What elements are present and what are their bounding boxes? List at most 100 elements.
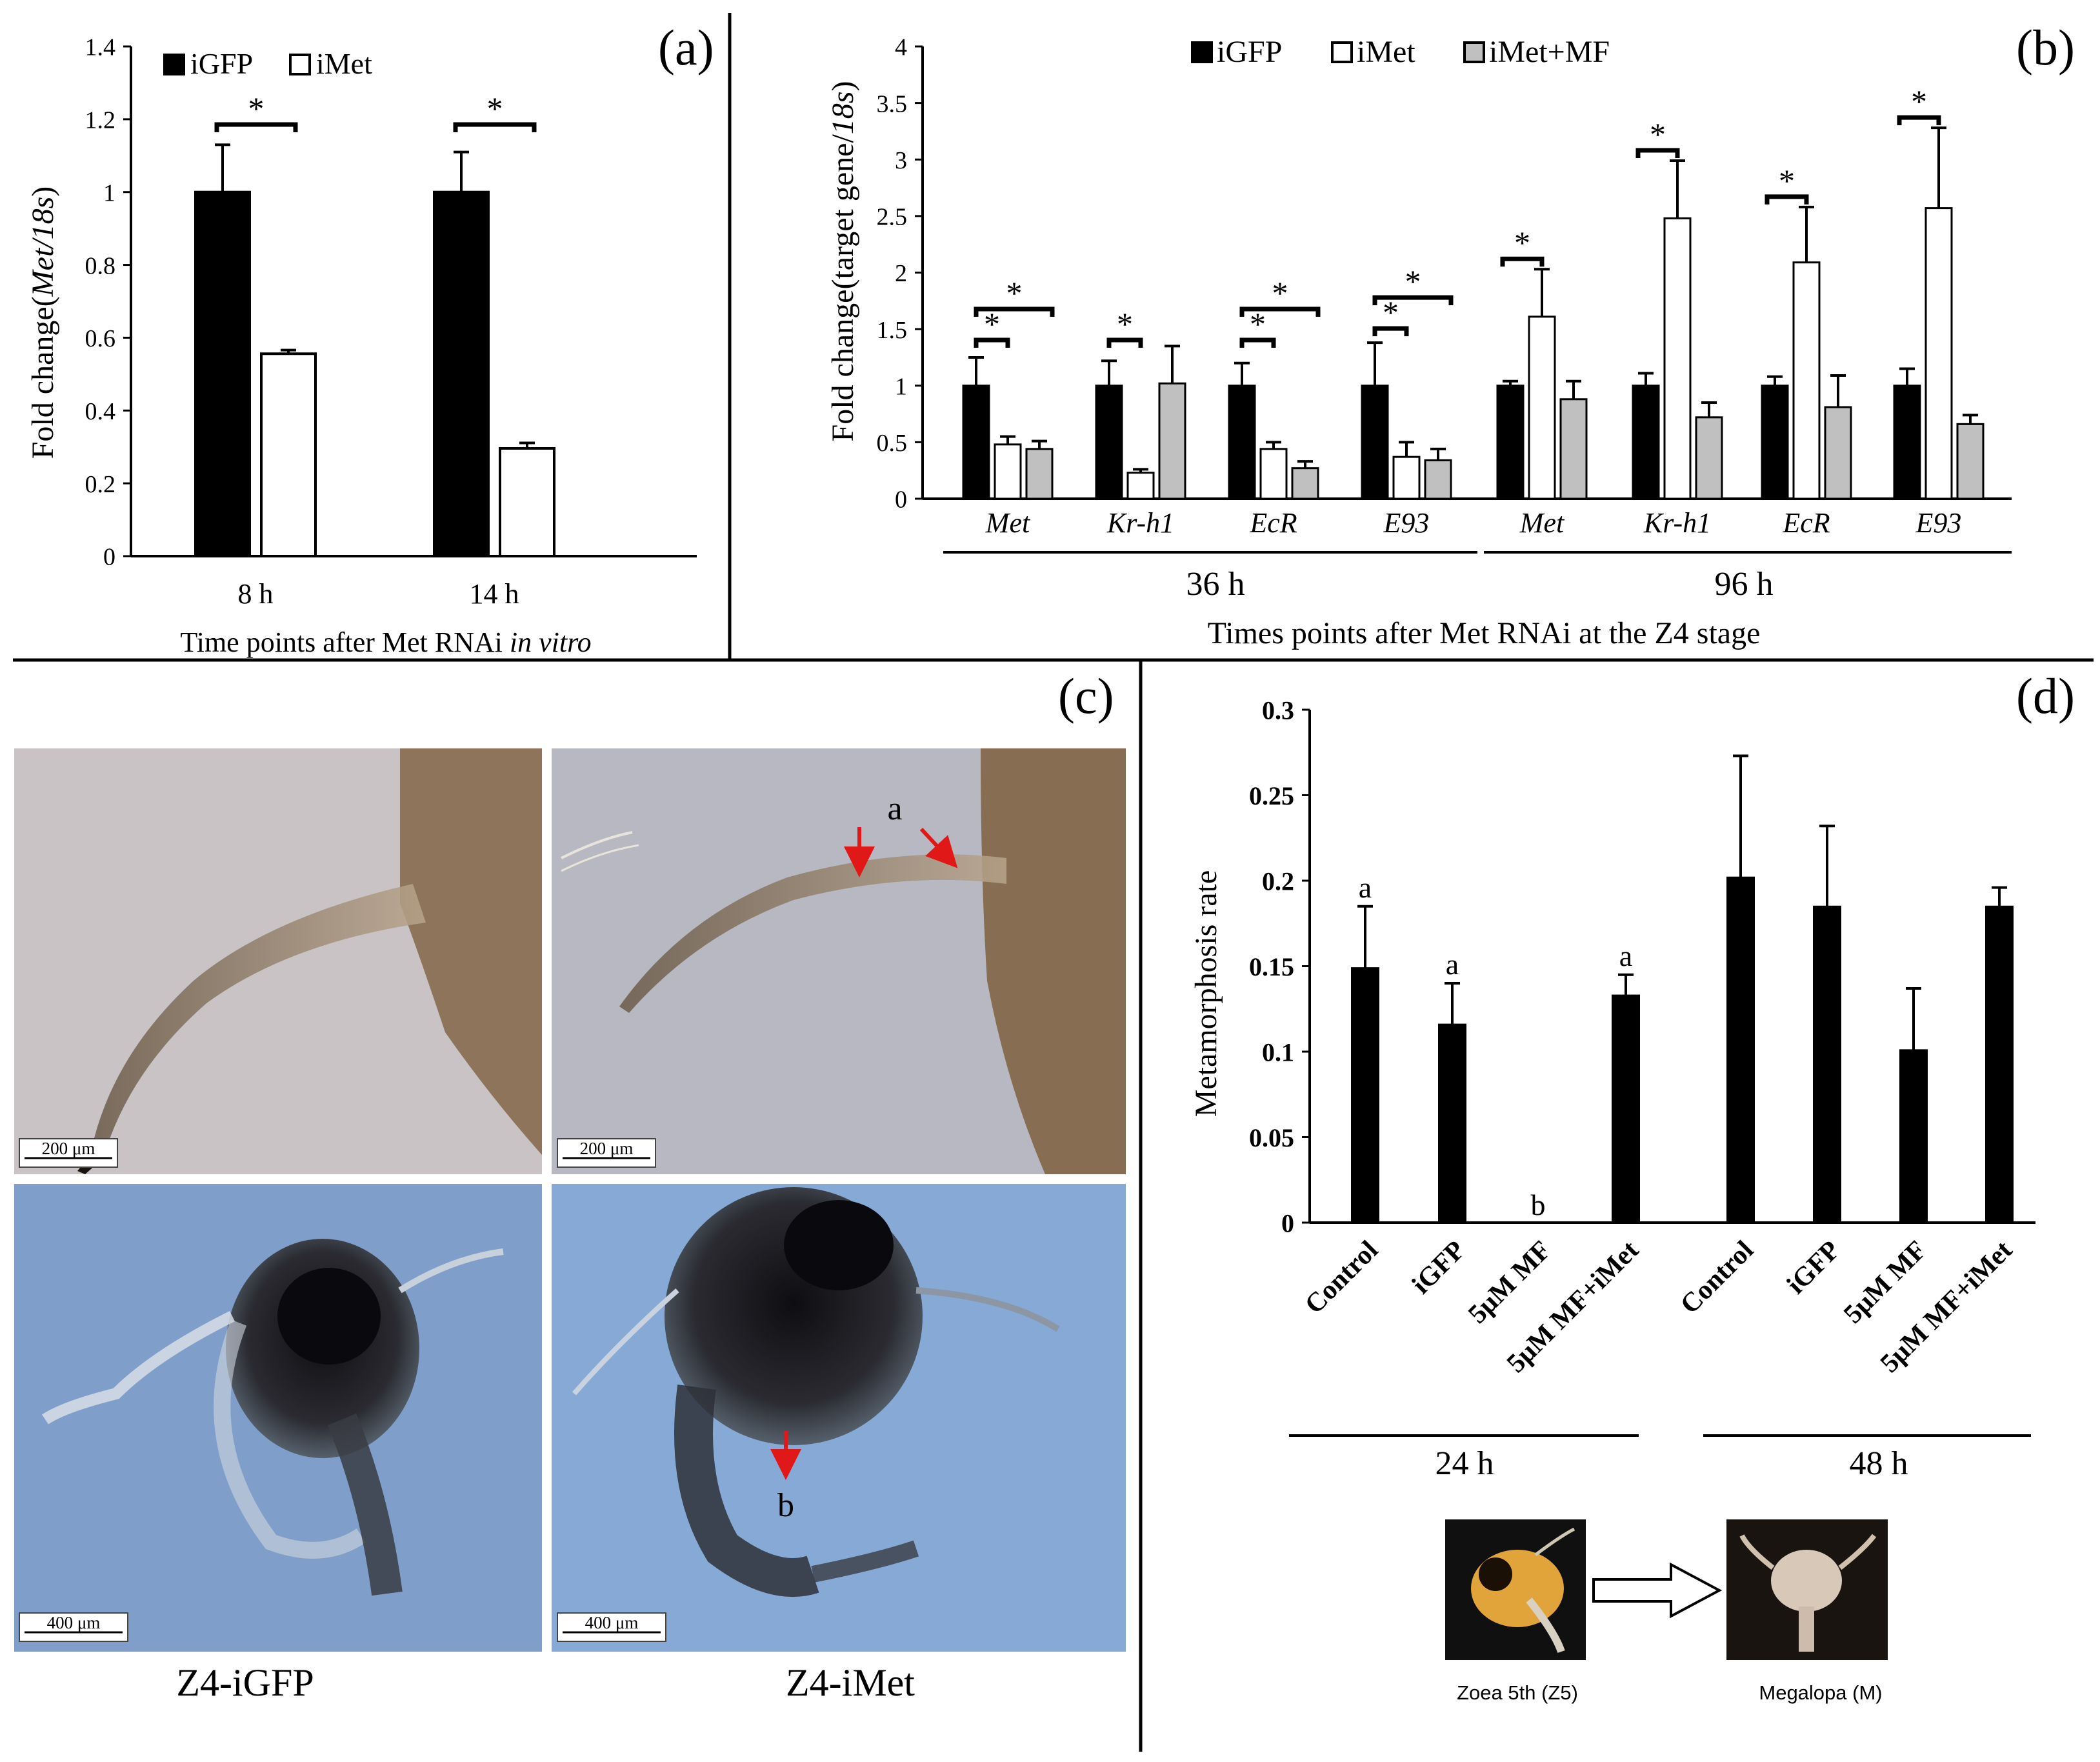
bar-imet-mf-6 bbox=[1824, 406, 1852, 500]
sig-3-imet-bracket bbox=[1372, 326, 1409, 337]
panel-b-group-96h: 96 h bbox=[1715, 566, 1774, 603]
scale-bar-label-3: 400 μm bbox=[47, 1613, 101, 1632]
panel-a-ylabel-prefix: Fold change( bbox=[26, 296, 60, 459]
bar-1 bbox=[1438, 1023, 1466, 1223]
bar-imet-14h bbox=[499, 446, 555, 557]
arrow-right-icon bbox=[1592, 1562, 1723, 1619]
sig-0-imetmf-bracket bbox=[974, 306, 1055, 317]
legend-swatch-imet bbox=[289, 54, 311, 75]
xtick-label-e93-3: E93 bbox=[1383, 507, 1430, 539]
panel-b-tag: (b) bbox=[2016, 19, 2075, 75]
bar-igfp-7 bbox=[1893, 385, 1921, 500]
bar-5 bbox=[1813, 905, 1841, 1223]
legend-swatch-imet-mf bbox=[1463, 41, 1485, 63]
panel-d-ytick-label: 0.25 bbox=[1249, 781, 1294, 810]
bar-imet-7 bbox=[1925, 207, 1953, 500]
bar-imet-0 bbox=[994, 443, 1022, 500]
panel-d-ytick-label: 0.3 bbox=[1262, 696, 1294, 725]
panel-a-ytick-label: 0.4 bbox=[85, 398, 116, 425]
sig-0-imet-bracket bbox=[974, 337, 1010, 348]
sig-4-imet-star: * bbox=[1514, 225, 1530, 261]
panel-a-ylabel-suffix: ) bbox=[26, 186, 60, 197]
panel-d-ytick-label: 0.1 bbox=[1262, 1037, 1294, 1066]
panel-d-ylabel: Metamorphosis rate bbox=[1189, 870, 1223, 1117]
sig-3-imet-star: * bbox=[1383, 294, 1399, 330]
scale-bar-label-4: 400 μm bbox=[585, 1613, 639, 1632]
panel-b-ylabel-italic: 18s bbox=[826, 92, 860, 135]
panel-a-legend: iGFP iMet bbox=[163, 47, 372, 80]
bar-igfp-6 bbox=[1761, 385, 1789, 500]
xtick-label-4: Control bbox=[1675, 1236, 1759, 1320]
xtick-label-met-4: Met bbox=[1519, 507, 1565, 539]
bar-igfp-1 bbox=[1095, 385, 1123, 500]
xtick-label-0: Control bbox=[1299, 1236, 1384, 1320]
sig-0-imet-star: * bbox=[984, 306, 1000, 342]
photo-megalopa bbox=[1726, 1519, 1888, 1660]
bar-imet-2 bbox=[1259, 448, 1288, 500]
photo-z4-imet-larva: b 400 μm bbox=[552, 1184, 1126, 1652]
bar-imet-1 bbox=[1126, 472, 1155, 500]
panel-b-ytick-label: 2 bbox=[895, 260, 907, 287]
photo-label-z4-igfp: Z4-iGFP bbox=[176, 1661, 314, 1704]
bar-imet-mf-1 bbox=[1158, 382, 1186, 500]
panel-d-ytick-label: 0.15 bbox=[1249, 952, 1294, 981]
panel-d-ytick-label: 0 bbox=[1281, 1208, 1294, 1237]
panel-b-ytick-label: 3 bbox=[895, 147, 907, 174]
xtick-label-kr-h1-5: Kr-h1 bbox=[1643, 507, 1711, 539]
scale-bar-label-1: 200 μm bbox=[42, 1139, 95, 1158]
bar-imet-mf-0 bbox=[1025, 448, 1054, 500]
annotation-b: b bbox=[777, 1487, 794, 1524]
photo-z4-igfp-larva: 400 μm bbox=[14, 1184, 542, 1652]
panel-c-tag: (c) bbox=[1058, 668, 1114, 724]
bar-igfp-0 bbox=[962, 385, 990, 500]
xtick-label-ecr-2: EcR bbox=[1249, 507, 1297, 539]
panel-a: (a) iGFP iMet Fold change(Met/18s) 0 0.2 0.… bbox=[26, 19, 714, 658]
panel-a-ytick-label: 0 bbox=[103, 544, 115, 571]
sig-14h-star: * bbox=[487, 90, 503, 126]
panel-a-ytick-label: 1.4 bbox=[85, 34, 116, 61]
panel-a-xlabel-prefix: Time points after Met RNAi bbox=[180, 626, 509, 658]
bar-4 bbox=[1726, 876, 1755, 1223]
panel-b-ytick-label: 1 bbox=[895, 373, 907, 400]
panel-d-ytick-label: 0.2 bbox=[1262, 866, 1294, 896]
xtick-label-e93-7: E93 bbox=[1915, 507, 1962, 539]
panel-b-xlabel: Times points after Met RNAi at the Z4 st… bbox=[1208, 616, 1761, 650]
bar-imet-6 bbox=[1792, 261, 1821, 500]
scale-bar-label-2: 200 μm bbox=[580, 1139, 634, 1158]
bar-igfp-3 bbox=[1361, 385, 1389, 500]
bar-imet-8h bbox=[260, 352, 317, 557]
panel-a-ytick-label: 1 bbox=[103, 179, 115, 206]
bar-6 bbox=[1899, 1049, 1928, 1223]
panel-d-group-48h: 48 h bbox=[1850, 1445, 1908, 1482]
panel-d-ytick-label: 0.05 bbox=[1249, 1123, 1294, 1152]
panel-b: (b) iGFP iMet iMet+MF Fold change(target g… bbox=[826, 19, 2075, 650]
stage-label-z5: Zoea 5th (Z5) bbox=[1457, 1681, 1578, 1704]
letter-0: a bbox=[1359, 871, 1372, 904]
letter-2: b bbox=[1531, 1188, 1546, 1221]
bar-imet-3 bbox=[1392, 456, 1421, 500]
bar-imet-mf-2 bbox=[1291, 467, 1319, 500]
legend-label-imet: iMet bbox=[1357, 35, 1415, 69]
sig-5-imet-bracket bbox=[1635, 148, 1680, 159]
xtick-label-1: iGFP bbox=[1406, 1236, 1471, 1300]
sig-2-imetmf-star: * bbox=[1272, 275, 1288, 311]
bar-igfp-8h bbox=[194, 190, 251, 557]
sig-1-imet-star: * bbox=[1117, 306, 1133, 342]
bar-igfp-2 bbox=[1228, 385, 1256, 500]
xtick-label-kr-h1-1: Kr-h1 bbox=[1106, 507, 1174, 539]
panel-a-ylabel-gene: Met/18s bbox=[26, 197, 60, 297]
panel-a-ytick-label: 0.8 bbox=[85, 252, 116, 279]
panel-a-tag: (a) bbox=[658, 19, 714, 75]
legend-label-igfp: iGFP bbox=[1217, 35, 1282, 69]
sig-4-imet-bracket bbox=[1500, 256, 1545, 267]
sig-7-imet-bracket bbox=[1897, 115, 1941, 126]
xtick-label-ecr-6: EcR bbox=[1782, 507, 1830, 539]
panel-b-ytick-label: 2.5 bbox=[877, 204, 908, 231]
panel-c: (c) 200 μm a 200 μm bbox=[14, 668, 1126, 1704]
letter-3: a bbox=[1619, 939, 1632, 972]
panel-b-ytick-label: 0 bbox=[895, 486, 907, 514]
bar-imet-mf-3 bbox=[1424, 459, 1452, 500]
photo-zoea-5th bbox=[1445, 1519, 1586, 1660]
